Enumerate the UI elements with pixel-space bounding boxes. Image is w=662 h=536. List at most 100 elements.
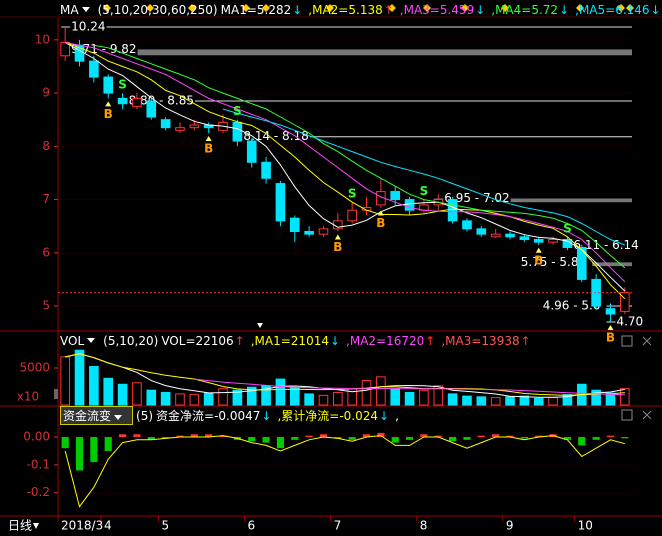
legend-entry: MA1=5.282: [220, 2, 292, 17]
event-icon: [242, 4, 250, 12]
flow-bar: [621, 437, 629, 439]
legend-arrow: ↑: [425, 333, 436, 348]
event-icon: [576, 4, 584, 12]
indicator-dropdown: [81, 7, 90, 12]
flow-bar: [420, 434, 428, 438]
period-dropdown[interactable]: [33, 523, 39, 529]
level-band: [592, 262, 632, 267]
maximize-button[interactable]: [621, 409, 633, 421]
x-tick-label: 8: [420, 519, 428, 533]
legend-arrow: ↑: [520, 333, 531, 348]
candle-body: [304, 231, 314, 235]
event-icon: [326, 4, 334, 12]
event-icon: [262, 4, 270, 12]
legend-entry: ,累计净流=-0.024: [277, 409, 379, 423]
flow-bar: [492, 434, 500, 438]
legend-arrow: ↑: [234, 333, 245, 348]
level-label-group: 6.11 - 6.14: [572, 237, 640, 252]
indicator-params: (5,10,20): [103, 333, 159, 348]
legend-arrow: ↓: [379, 408, 390, 423]
level-label: 6.11 - 6.14: [573, 238, 638, 252]
candle-body: [548, 238, 558, 243]
flow-bar: [61, 437, 69, 449]
flow-bar: [563, 437, 572, 440]
level-label-group: 4.96 - 5.0: [541, 298, 602, 313]
volume-bar: [591, 389, 601, 406]
flow-bar: [190, 434, 198, 438]
flow-bar: [334, 437, 342, 439]
level-label-group: 6.95 - 7.02: [443, 190, 511, 205]
y-tick-label: -0.1: [27, 457, 50, 471]
volume-bar: [433, 385, 444, 406]
flow-bar: [506, 435, 514, 438]
flow-bar: [463, 437, 471, 440]
volume-bar: [447, 393, 458, 406]
flow-bar: [377, 432, 385, 438]
volume-bar: [289, 387, 300, 406]
flow-bar: [592, 437, 600, 440]
level-label-bg: [443, 190, 511, 205]
flow-bar: [391, 437, 399, 443]
close-button[interactable]: [642, 336, 652, 346]
flow-bar: [291, 437, 299, 440]
ma-line: [194, 378, 625, 396]
indicator-name: MA: [60, 2, 79, 17]
unit-box: [54, 389, 58, 399]
event-icon: [188, 4, 196, 12]
ma-line: [65, 42, 626, 300]
x-tick-label: 4: [104, 519, 112, 533]
indicator-params: (5): [136, 408, 154, 423]
candle-body: [160, 119, 171, 129]
legend-arrow: ↓: [559, 2, 570, 17]
signal-arrow: [105, 101, 112, 107]
flow-bar: [520, 437, 528, 439]
close-button[interactable]: [642, 410, 652, 420]
indicator-params: (5,10,20,30,60,250): [97, 2, 218, 17]
flow-bar: [75, 437, 84, 471]
indicator-selector[interactable]: 资金流变: [60, 406, 134, 425]
signal-label: B: [333, 240, 342, 254]
indicator-dropdown: [87, 338, 96, 343]
candle-body: [519, 236, 530, 240]
volume-bar: [419, 389, 429, 406]
legend-entry: ,MA2=16720: [346, 333, 425, 348]
y-tick-label: 0.00: [23, 430, 50, 444]
ma-line: [222, 108, 625, 246]
indicator-name: 资金流变: [63, 409, 112, 423]
candle-body: [576, 246, 587, 280]
flow-bar: [248, 437, 256, 442]
y-tick-label: 5: [42, 299, 50, 313]
ma-line: [65, 353, 625, 398]
legend-entry: ,MA2=5.138: [308, 2, 383, 17]
legend-entry: ,MA3=13938: [441, 333, 520, 348]
event-icon: [626, 4, 634, 12]
candle-body: [447, 199, 458, 222]
candle-body: [146, 100, 157, 118]
cursor-marker: [257, 323, 263, 328]
flow-bar: [319, 434, 328, 438]
level-label-group: 4.70: [615, 314, 645, 329]
legend-arrow: ↓: [475, 2, 486, 17]
level-label-bg: [541, 298, 602, 313]
x-tick-label: 5: [161, 519, 169, 533]
flow-bar: [176, 435, 184, 438]
y-tick-label: -0.2: [27, 485, 50, 499]
volume-bar: [476, 396, 487, 406]
volume-bar: [275, 378, 286, 406]
period-label[interactable]: 日线: [8, 519, 32, 533]
signal-label: B: [534, 253, 543, 267]
indicator-dropdown: [114, 415, 123, 420]
candle-body: [605, 308, 616, 315]
maximize-button[interactable]: [621, 335, 633, 347]
x-tick-label: 6: [248, 519, 256, 533]
legend-entry: ,: [395, 408, 399, 423]
level-label: 6.95 - 7.02: [444, 191, 509, 205]
volume-bar: [361, 380, 372, 406]
flow-bar: [449, 437, 457, 442]
volume-bar: [146, 389, 157, 406]
volume-bar: [490, 397, 501, 406]
event-icon: [146, 4, 154, 12]
candle-body: [60, 41, 70, 57]
